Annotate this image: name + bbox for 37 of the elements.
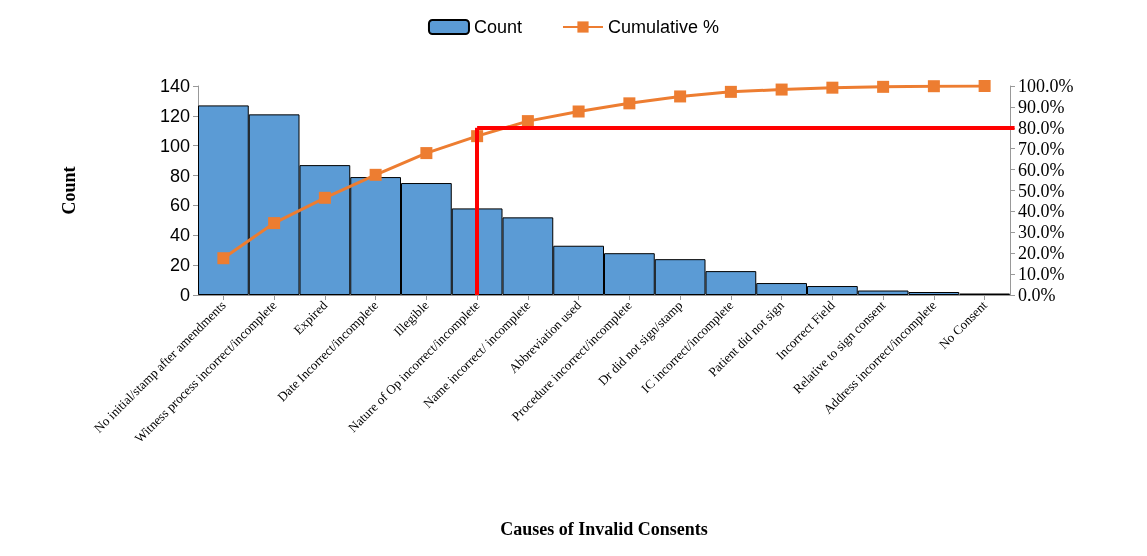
- y2-tick-label: 100.0%: [1018, 76, 1074, 96]
- y-tick-label: 80: [169, 165, 190, 186]
- y2-tick-label: 90.0%: [1018, 96, 1065, 117]
- point: [623, 97, 636, 110]
- y-tick-label: 100: [159, 135, 190, 156]
- point: [724, 85, 737, 98]
- y2-tick-label: 30.0%: [1018, 222, 1065, 243]
- point: [826, 81, 839, 94]
- legend-label: Count: [473, 17, 523, 37]
- point: [775, 83, 788, 96]
- y2-tick-label: 0.0%: [1018, 285, 1056, 305]
- y2-tick-label: 70.0%: [1018, 138, 1065, 159]
- point: [674, 90, 687, 103]
- point: [369, 168, 382, 181]
- y2-tick-label: 60.0%: [1018, 159, 1065, 180]
- y-tick-label: 0: [179, 285, 190, 305]
- y2-tick-label: 20.0%: [1018, 243, 1065, 264]
- point: [927, 80, 940, 93]
- y2-tick-label: 40.0%: [1018, 201, 1065, 222]
- y-tick-label: 140: [159, 76, 190, 96]
- y-axis-title: Count: [59, 166, 79, 215]
- y2-tick-label: 10.0%: [1018, 264, 1065, 285]
- y-tick-label: 120: [159, 105, 190, 126]
- point: [978, 80, 991, 92]
- y-tick-label: 20: [169, 255, 190, 276]
- legend-label: Cumulative %: [608, 17, 720, 37]
- y2-tick-label: 80.0%: [1018, 117, 1065, 138]
- x-axis-title: Causes of Invalid Consents: [500, 519, 708, 539]
- y2-tick-label: 50.0%: [1018, 180, 1065, 201]
- y-tick-label: 60: [169, 195, 190, 216]
- point: [318, 191, 331, 204]
- point: [420, 147, 433, 160]
- point: [877, 80, 890, 93]
- point: [217, 252, 230, 265]
- y-tick-label: 40: [169, 225, 190, 246]
- point: [268, 217, 281, 230]
- point: [572, 105, 585, 118]
